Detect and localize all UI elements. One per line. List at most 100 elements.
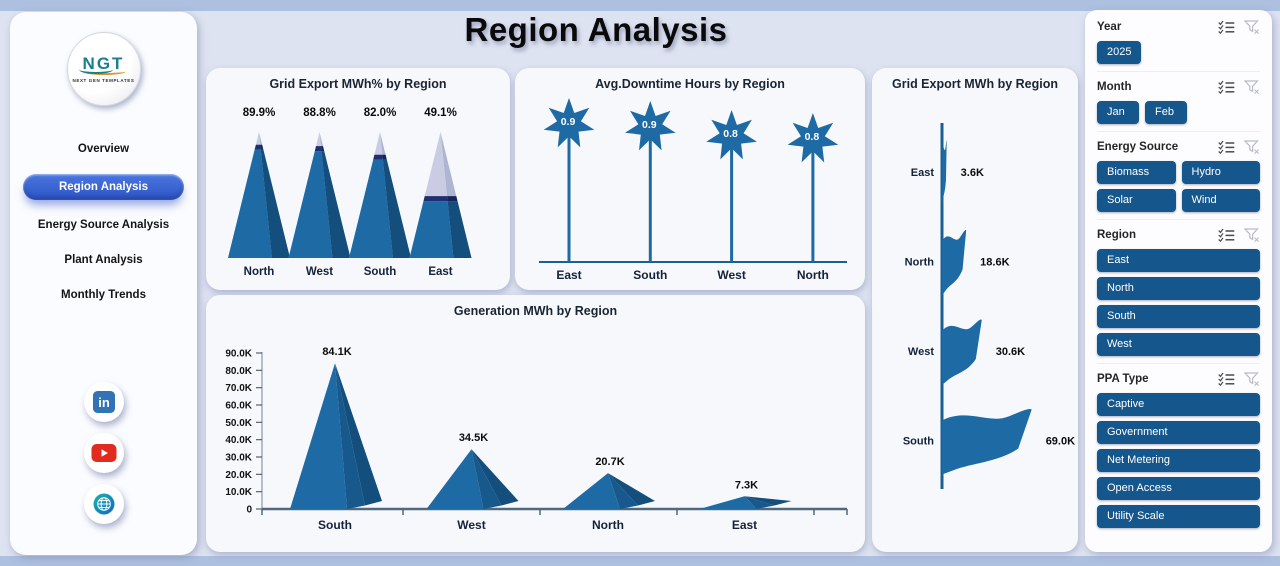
slicer-option-open-access[interactable]: Open Access	[1097, 477, 1260, 500]
slicer-option-south[interactable]: South	[1097, 305, 1260, 328]
y-tick-label: 10.0K	[225, 487, 252, 498]
filter-section-year: Year 2025	[1097, 12, 1260, 72]
select-all-icon[interactable]	[1218, 80, 1235, 94]
pyramid-south-band-side[interactable]	[382, 154, 387, 160]
sidebar-item-overview[interactable]: Overview	[77, 143, 130, 155]
value-label: 20.7K	[595, 456, 624, 468]
chart-title: Grid Export MWh by Region	[892, 77, 1058, 91]
value-label: 0.8	[805, 131, 820, 143]
pyramid-south-front[interactable]	[290, 363, 347, 509]
star-west[interactable]	[706, 110, 757, 160]
value-label: 18.6K	[980, 257, 1009, 269]
chart-title: Generation MWh by Region	[453, 304, 618, 318]
clear-filter-icon[interactable]	[1244, 228, 1260, 242]
generation-mwh-chart: 0 10.0K 20.0K 30.0K 40.0K 50.0K 60.0K 70.0K 80.0…	[225, 346, 848, 532]
pyramid-east-fill-front[interactable]	[409, 201, 454, 258]
category-label: South	[903, 436, 934, 448]
sidebar-item-energy-source-analysis[interactable]: Energy Source Analysis	[37, 219, 170, 231]
flag-south[interactable]	[942, 408, 1032, 475]
pyramid-north-fill-side[interactable]	[260, 149, 290, 258]
clear-filter-icon[interactable]	[1244, 80, 1260, 94]
filter-label: PPA Type	[1097, 373, 1149, 385]
pyramid-west-fill-front[interactable]	[288, 151, 333, 258]
slicer-option-government[interactable]: Government	[1097, 421, 1260, 444]
slicer-option-solar[interactable]: Solar	[1097, 189, 1176, 212]
linkedin-icon[interactable]: in	[83, 382, 124, 422]
youtube-icon[interactable]	[83, 433, 124, 473]
slicer-option-biomass[interactable]: Biomass	[1097, 161, 1176, 184]
slicer-option-utility-scale[interactable]: Utility Scale	[1097, 505, 1260, 528]
pyramid-north-band[interactable]	[254, 144, 261, 150]
pyramid-south-fill-side[interactable]	[382, 159, 411, 258]
filter-section-ppa-type: PPA Type Captive Government Net Metering Ope…	[1097, 364, 1260, 535]
slicer-option-captive[interactable]: Captive	[1097, 393, 1260, 416]
pyramid-south-band[interactable]	[373, 154, 383, 160]
value-label: 88.8%	[303, 107, 336, 119]
sidebar-item-region-analysis[interactable]: Region Analysis	[23, 174, 184, 200]
pyramid-west-band-side[interactable]	[321, 146, 325, 152]
filter-panel: Year 2025 Month Jan Feb Energy Source Biomass H…	[1085, 10, 1272, 552]
star-south[interactable]	[625, 101, 676, 151]
pyramid-south-side[interactable]	[335, 363, 382, 506]
pyramid-north-band-side[interactable]	[260, 144, 264, 150]
pyramid-east-side[interactable]	[744, 496, 792, 506]
grid-export-percent-card: Grid Export MWh% by Region 89.9% North 88.…	[206, 68, 510, 290]
slicer-option-jan[interactable]: Jan	[1097, 101, 1139, 124]
star-north[interactable]	[787, 113, 839, 163]
pyramid-east-mid[interactable]	[744, 496, 775, 509]
pyramid-east-band-side[interactable]	[447, 196, 458, 202]
value-label: 84.1K	[322, 346, 351, 358]
select-all-icon[interactable]	[1218, 20, 1235, 34]
flag-east[interactable]	[942, 140, 947, 206]
pyramid-west-mid[interactable]	[471, 449, 502, 509]
pyramid-east-band[interactable]	[423, 196, 448, 202]
ngt-logo: NGT NEXT GEN TEMPLATES	[66, 32, 141, 106]
select-all-icon[interactable]	[1218, 140, 1235, 154]
pyramid-west-side[interactable]	[471, 449, 519, 506]
slicer-option-hydro[interactable]: Hydro	[1181, 161, 1260, 184]
website-icon[interactable]	[83, 484, 124, 524]
pyramid-north-mid[interactable]	[608, 473, 638, 509]
sidebar-item-plant-analysis[interactable]: Plant Analysis	[64, 254, 143, 266]
pyramid-north-front[interactable]	[563, 473, 620, 509]
y-tick-label: 40.0K	[225, 435, 252, 446]
clear-filter-icon[interactable]	[1244, 372, 1260, 386]
filter-label: Month	[1097, 81, 1132, 93]
select-all-icon[interactable]	[1218, 372, 1235, 386]
pyramid-west-front[interactable]	[426, 449, 484, 509]
category-label: East	[732, 518, 757, 532]
flag-west[interactable]	[942, 319, 982, 385]
pyramid-north-fill-front[interactable]	[228, 149, 272, 258]
y-tick-label: 20.0K	[225, 470, 252, 481]
pyramid-west-band[interactable]	[314, 146, 322, 152]
slicer-option-wind[interactable]: Wind	[1181, 189, 1260, 212]
slicer-option-2025[interactable]: 2025	[1097, 41, 1142, 64]
category-label: East	[911, 167, 935, 179]
category-label: West	[717, 268, 745, 282]
star-east[interactable]	[543, 98, 595, 148]
pyramid-east-front[interactable]	[699, 496, 757, 509]
clear-filter-icon[interactable]	[1244, 140, 1260, 154]
select-all-icon[interactable]	[1218, 228, 1235, 242]
slicer-option-net-metering[interactable]: Net Metering	[1097, 449, 1260, 472]
pyramid-east-fill-side[interactable]	[447, 201, 472, 258]
sidebar-item-monthly-trends[interactable]: Monthly Trends	[61, 289, 146, 301]
category-label: East	[556, 268, 581, 282]
flag-north[interactable]	[942, 229, 967, 296]
pyramid-south-fill-front[interactable]	[349, 159, 393, 258]
pyramid-north-side[interactable]	[608, 473, 655, 506]
pyramid-east-rest-side[interactable]	[440, 132, 472, 258]
grid-export-percent-chart: 89.9% North 88.8% West 82.0% South 49.1% East	[228, 107, 472, 278]
value-label: 0.8	[723, 128, 738, 140]
pyramid-south-mid[interactable]	[335, 363, 365, 509]
clear-filter-icon[interactable]	[1244, 20, 1260, 34]
pyramid-south-rest-side[interactable]	[380, 132, 411, 258]
slicer-option-east[interactable]: East	[1097, 249, 1260, 272]
slicer-option-feb[interactable]: Feb	[1145, 101, 1187, 124]
y-tick-label: 90.0K	[225, 349, 252, 360]
slicer-option-north[interactable]: North	[1097, 277, 1260, 300]
pyramid-west-fill-side[interactable]	[321, 151, 351, 258]
slicer-option-west[interactable]: West	[1097, 333, 1260, 356]
svg-text:in: in	[98, 395, 110, 410]
social-links: in	[10, 382, 197, 524]
